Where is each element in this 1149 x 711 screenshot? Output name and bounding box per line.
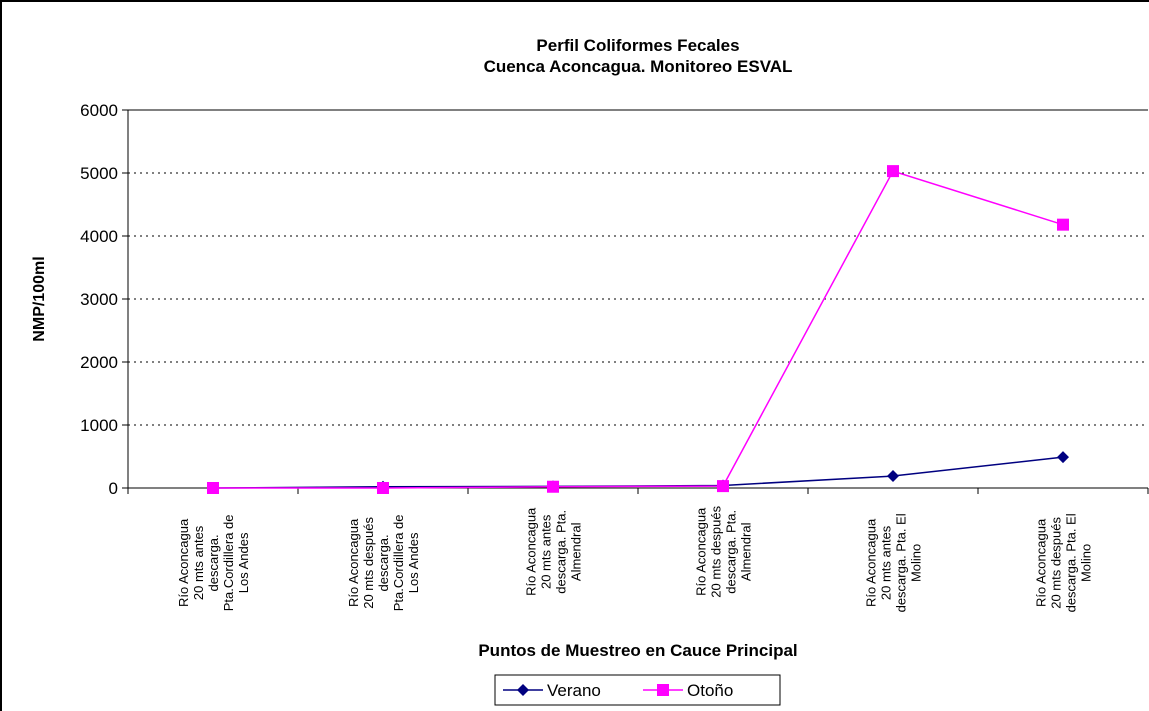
x-tick-label: Río Aconcagua20 mts despuésdescarga. Pta… (694, 505, 754, 597)
series-line (213, 170, 1064, 489)
x-tick-label: Río Aconcagua20 mts despuésdescarga.Pta.… (346, 514, 421, 611)
y-tick-label: 0 (109, 479, 118, 498)
y-tick-label: 2000 (80, 353, 118, 372)
marker (517, 684, 529, 696)
marker (547, 480, 559, 493)
marker (657, 684, 669, 696)
y-axis-title: NMP/100ml (31, 256, 48, 341)
marker (377, 482, 389, 494)
marker (1057, 218, 1069, 231)
y-tick-label: 6000 (80, 101, 118, 120)
x-tick-label: Río Aconcagua20 mts antesdescarga. Pta.A… (524, 507, 584, 596)
chart-title: Perfil Coliformes Fecales Cuenca Aconcagu… (484, 36, 793, 76)
marker (887, 470, 899, 483)
y-tick-label: 3000 (80, 290, 118, 309)
y-tick-label: 5000 (80, 164, 118, 183)
x-tick-label: Río Aconcagua20 mts antesdescarga.Pta.Co… (176, 514, 251, 611)
x-tick-label: Río Aconcagua20 mts antesdescarga. Pta. … (864, 513, 924, 612)
y-tick-label: 4000 (80, 227, 118, 246)
marker (207, 482, 219, 494)
y-tick-label: 1000 (80, 416, 118, 435)
x-tick-label: Río Aconcagua20 mts despuésdescarga. Pta… (1034, 513, 1094, 612)
marker (1057, 451, 1069, 464)
legend-label: Otoño (687, 681, 733, 700)
marker (887, 165, 899, 178)
legend-label: Verano (547, 681, 601, 700)
marker (717, 480, 729, 493)
x-axis-title: Puntos de Muestreo en Cauce Principal (478, 641, 797, 660)
